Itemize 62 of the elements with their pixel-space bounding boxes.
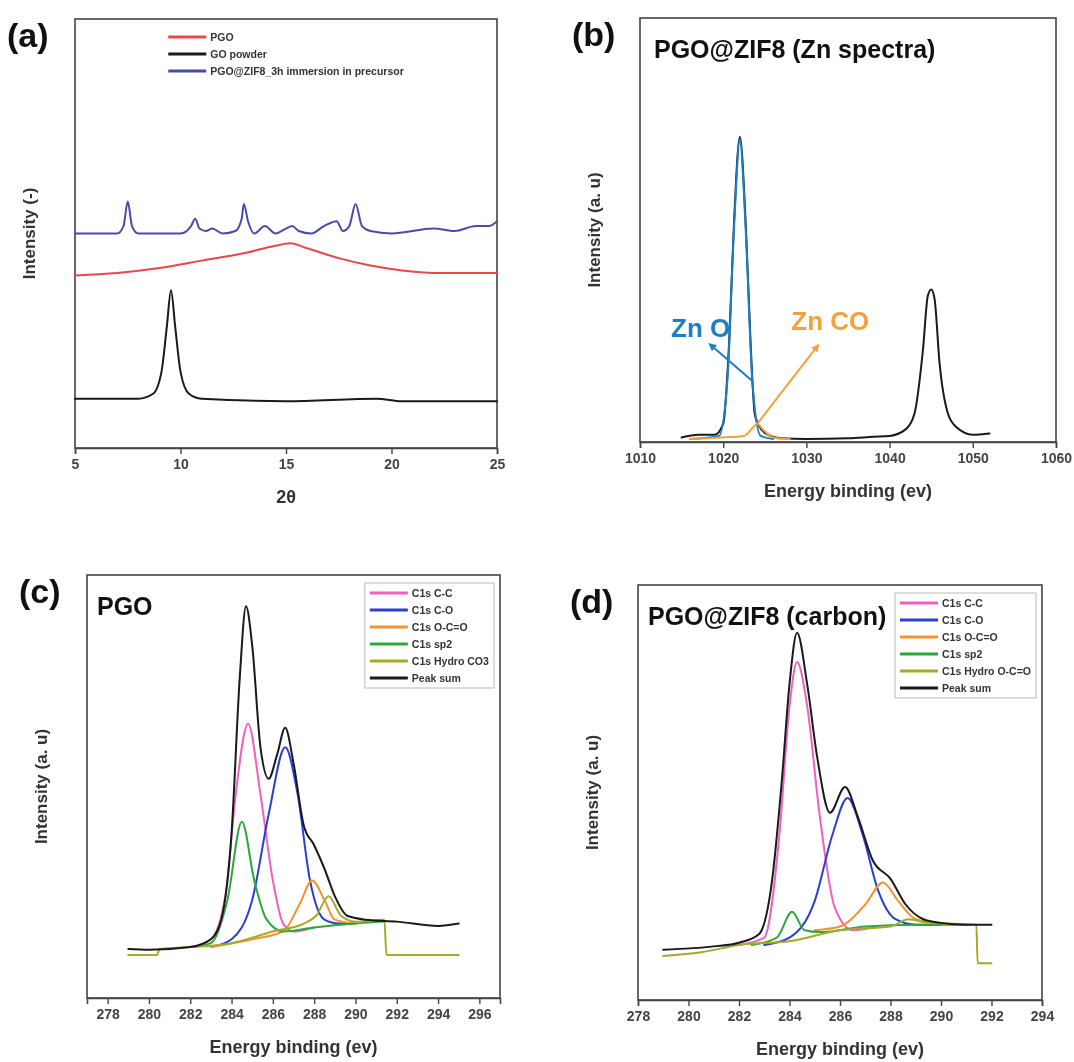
- x-tick-label: 1050: [957, 449, 990, 466]
- legend-label: PGO: [210, 31, 234, 43]
- x-tick-label: 294: [1030, 1007, 1055, 1024]
- x-tick-label: 1040: [874, 449, 906, 466]
- chart-title: PGO@ZIF8 (carbon): [648, 602, 887, 630]
- x-tick-label: 1010: [624, 449, 657, 466]
- x-tick-label: 5: [71, 455, 80, 472]
- y-axis-title: Intensity (a. u): [583, 734, 602, 851]
- x-tick-label: 280: [137, 1005, 162, 1022]
- legend-label: C1s C-C: [942, 597, 984, 609]
- x-tick-label: 20: [384, 455, 400, 472]
- x-tick-label: 286: [828, 1007, 853, 1024]
- x-tick-label: 10: [173, 455, 189, 472]
- legend-label: C1s C-C: [411, 587, 454, 599]
- legend-label: C1s Hydro CO3: [411, 655, 489, 667]
- x-tick-label: 294: [426, 1005, 451, 1022]
- text: Zn CO: [791, 305, 870, 336]
- x-tick-label: 1020: [708, 449, 740, 466]
- x-tick-label: 288: [302, 1005, 327, 1022]
- text: (c): [19, 572, 61, 610]
- x-tick-label: 284: [778, 1007, 802, 1024]
- legend-label: C1s sp2: [411, 638, 453, 650]
- x-tick-label: 292: [385, 1005, 410, 1022]
- x-tick-label: 290: [929, 1007, 954, 1024]
- x-tick-label: 282: [179, 1005, 203, 1022]
- chart-title: PGO: [97, 592, 153, 620]
- x-tick-label: 1060: [1040, 449, 1073, 466]
- series-label: Zn O: [671, 312, 731, 343]
- x-tick-label: 280: [677, 1007, 701, 1024]
- x-tick-label: 15: [278, 455, 295, 472]
- x-tick-label: 288: [879, 1007, 903, 1024]
- legend-label: PGO@ZIF8_3h immersion in precursor: [210, 65, 404, 77]
- y-axis-title: Intensity (a. u): [585, 172, 604, 288]
- x-tick-label: 290: [344, 1005, 368, 1022]
- x-tick-label: 284: [220, 1005, 244, 1022]
- text: (d): [570, 582, 614, 620]
- text: (b): [572, 15, 616, 53]
- x-tick-label: 278: [96, 1005, 121, 1022]
- legend-label: Peak sum: [411, 672, 461, 684]
- x-axis-title: Energy binding (ev): [209, 1037, 378, 1057]
- y-axis-title: Intensity (a. u): [32, 728, 51, 845]
- text: (a): [7, 16, 49, 54]
- x-axis-title: Energy binding (ev): [755, 1039, 925, 1059]
- legend-label: Peak sum: [942, 682, 992, 694]
- legend-label: C1s O-C=O: [942, 631, 998, 643]
- legend-label: C1s O-C=O: [411, 621, 468, 633]
- x-tick-label: 296: [468, 1005, 492, 1022]
- x-tick-label: 25: [489, 455, 506, 472]
- chart-title: PGO@ZIF8 (Zn spectra): [654, 35, 936, 63]
- legend-label: C1s C-O: [942, 614, 984, 626]
- x-tick-label: 286: [261, 1005, 286, 1022]
- x-axis-title: Energy binding (ev): [763, 481, 933, 501]
- x-tick-label: 282: [727, 1007, 752, 1024]
- legend-label: GO powder: [210, 48, 267, 60]
- legend-label: C1s Hydro O-C=O: [942, 665, 1031, 677]
- x-tick-label: 1030: [791, 449, 823, 466]
- y-axis-title: Intensity (-): [20, 187, 39, 280]
- legend-label: C1s C-O: [411, 604, 454, 616]
- x-axis-title: 2θ: [276, 487, 296, 507]
- x-tick-label: 278: [626, 1007, 651, 1024]
- legend-label: C1s sp2: [942, 648, 983, 660]
- x-tick-label: 292: [980, 1007, 1004, 1024]
